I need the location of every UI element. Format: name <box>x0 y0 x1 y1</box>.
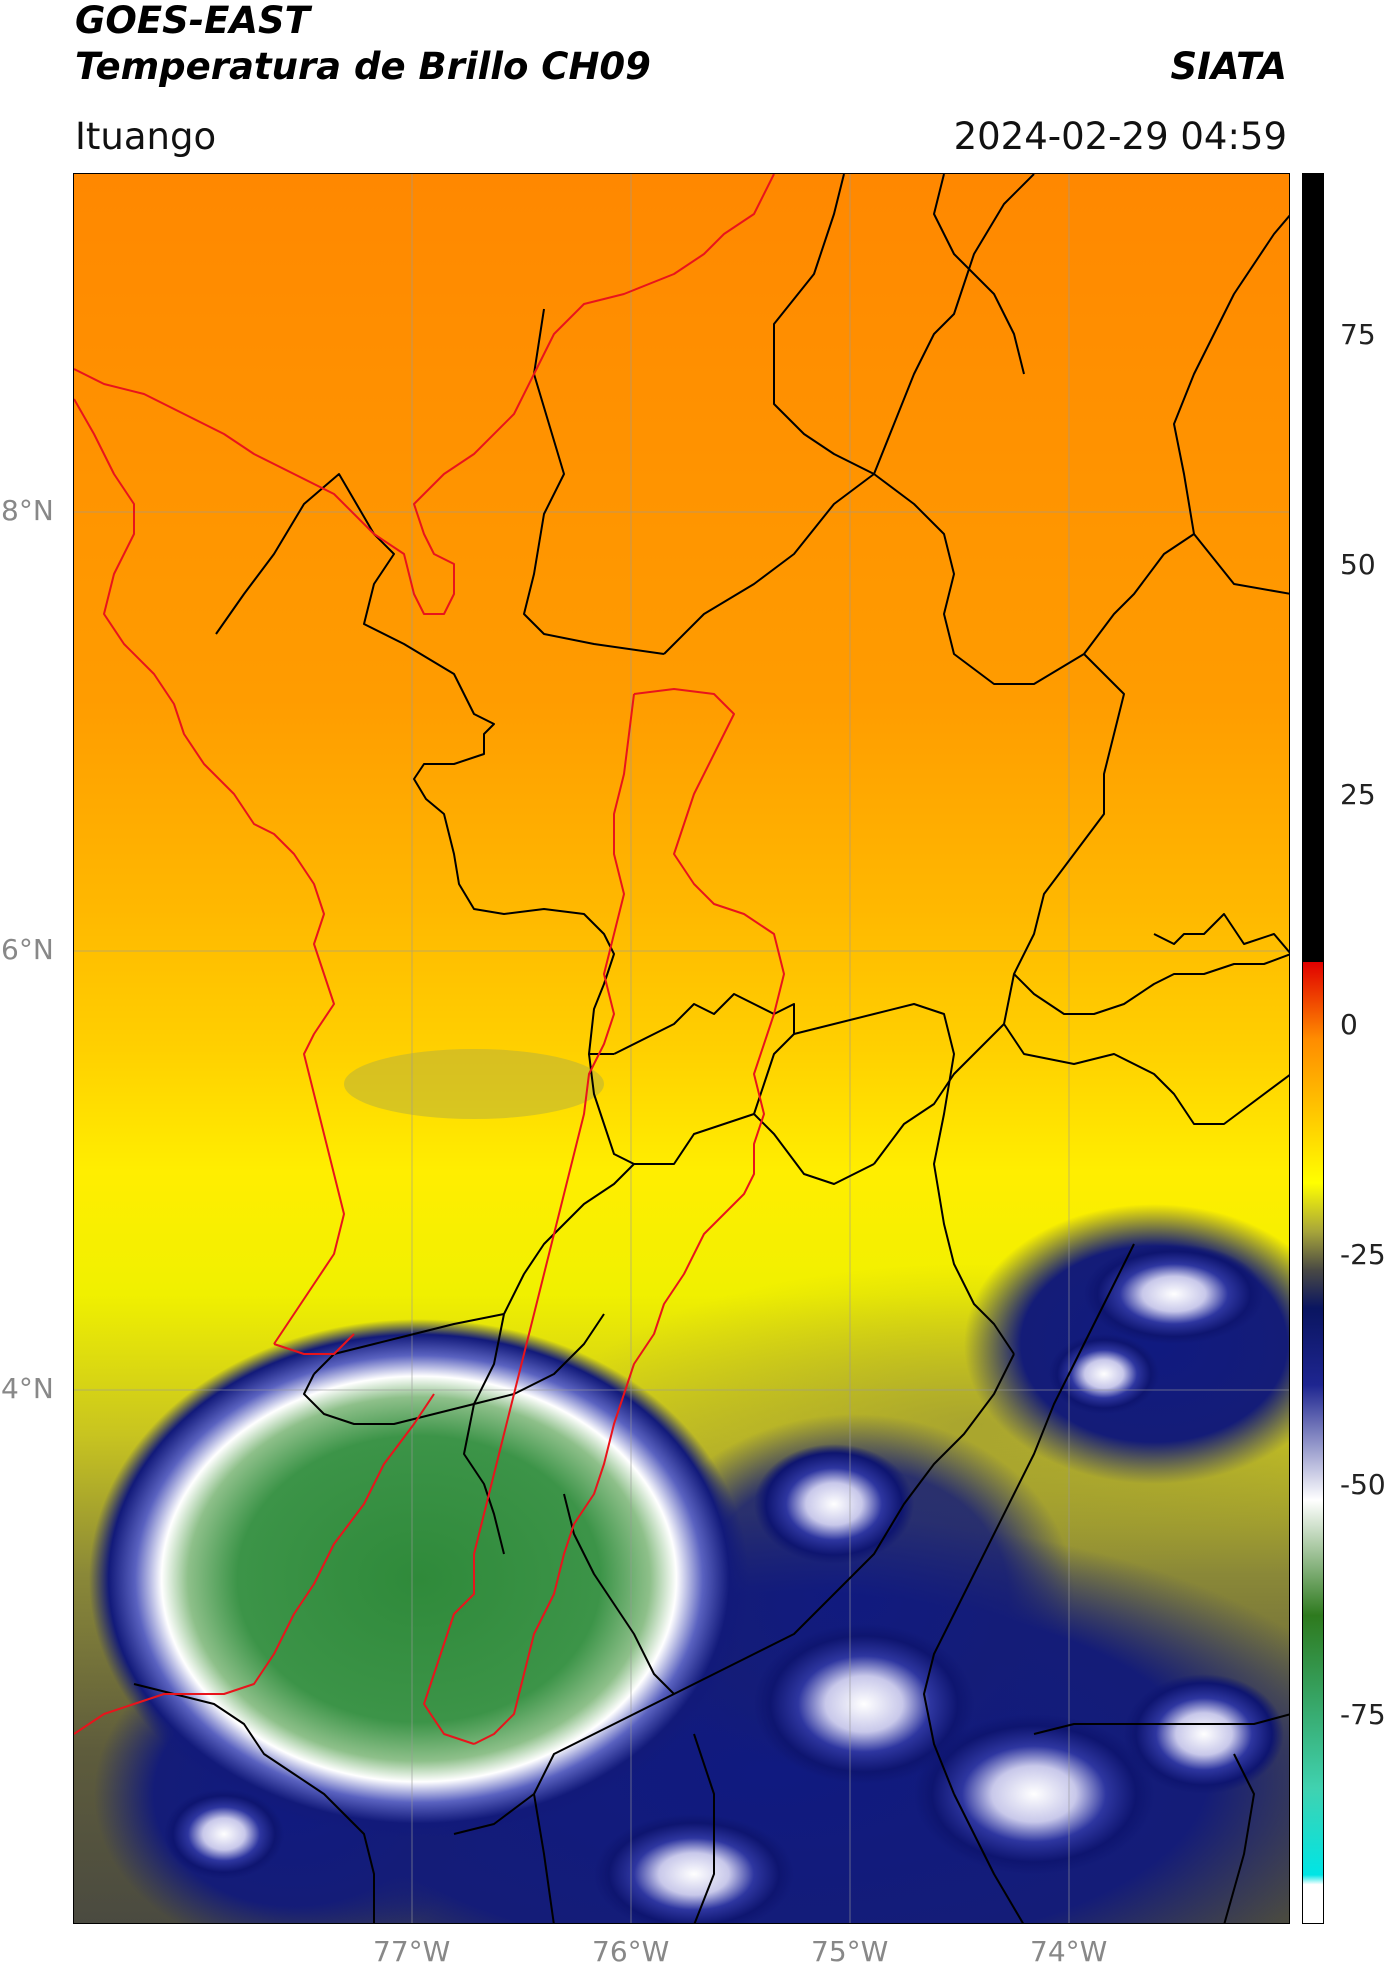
organization-label: SIATA <box>1170 45 1287 88</box>
lat-label-4n: 4°N <box>1 1372 54 1405</box>
colorbar-tick-50: 50 <box>1340 548 1376 581</box>
colorbar-tick-75: 75 <box>1340 318 1376 351</box>
cloud-top <box>164 1789 284 1879</box>
colorbar-tick-25: 25 <box>1340 778 1376 811</box>
convective-cell-main <box>89 1319 749 1839</box>
graticule <box>74 174 1289 1923</box>
colorbar <box>1302 173 1324 1924</box>
lon-label-75w: 75°W <box>811 1935 889 1968</box>
cloud-top <box>754 1624 974 1784</box>
lat-label-6n: 6°N <box>1 933 54 966</box>
colorbar-tick-minus-50: -50 <box>1340 1468 1384 1501</box>
lon-label-74w: 74°W <box>1030 1935 1108 1968</box>
datetime-label: 2024-02-29 04:59 <box>953 115 1287 158</box>
satellite-title: GOES-EAST <box>75 0 310 42</box>
olive-patch <box>344 1049 604 1119</box>
colorbar-tick-minus-25: -25 <box>1340 1238 1384 1271</box>
colorbar-tick-0: 0 <box>1340 1008 1358 1041</box>
lat-label-8n: 8°N <box>1 494 54 527</box>
cloud-top <box>594 1814 794 1923</box>
cloud-top <box>1049 1334 1159 1414</box>
region-label: Ituango <box>75 115 217 158</box>
cloud-top <box>914 1714 1154 1874</box>
brightness-temperature-map[interactable] <box>73 173 1290 1924</box>
cloud-top <box>1124 1674 1284 1794</box>
lon-label-76w: 76°W <box>592 1935 670 1968</box>
lon-label-77w: 77°W <box>373 1935 451 1968</box>
colorbar-tick-minus-75: -75 <box>1340 1698 1384 1731</box>
cloud-top <box>1084 1244 1264 1344</box>
cloud-top <box>754 1444 914 1564</box>
product-title: Temperatura de Brillo CH09 <box>75 45 651 88</box>
basin-boundaries <box>74 174 785 1745</box>
